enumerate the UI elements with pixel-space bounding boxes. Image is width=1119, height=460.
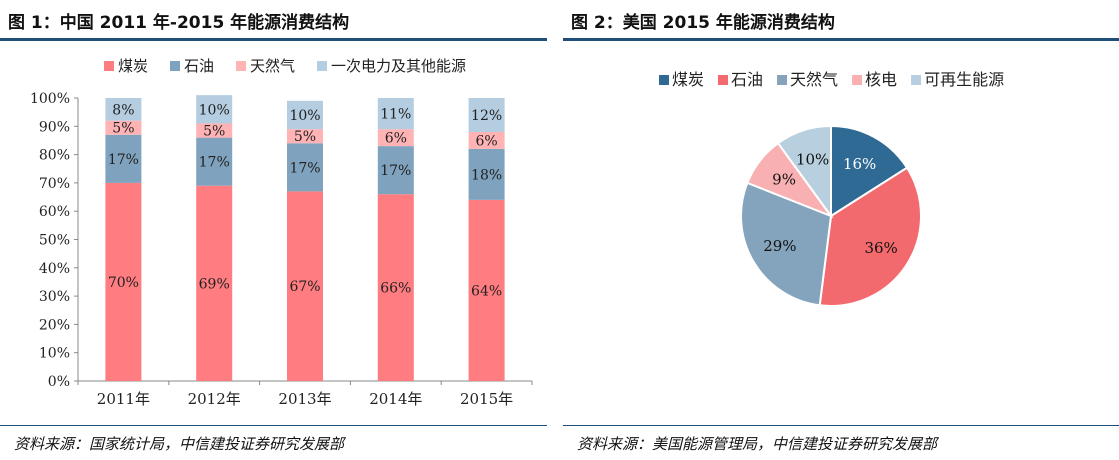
x-tick-label: 2015年 xyxy=(460,390,513,408)
bar-segment xyxy=(196,137,233,186)
bar-data-label: 10% xyxy=(199,102,230,118)
bar-data-label: 6% xyxy=(475,133,497,149)
bar-segment xyxy=(468,199,505,381)
legend-swatch-0 xyxy=(659,75,669,85)
y-tick-label: 30% xyxy=(39,289,70,305)
x-tick-label: 2012年 xyxy=(188,390,241,408)
legend-swatch-3 xyxy=(852,75,863,85)
y-tick-label: 0% xyxy=(48,374,70,390)
bar-segment xyxy=(196,123,233,138)
bar-data-label: 66% xyxy=(380,281,411,297)
legend: 煤炭 石油 天然气 一次电力及其他能源 xyxy=(104,57,466,75)
bar-segment xyxy=(287,191,323,381)
figure-1-bottom-rule xyxy=(0,425,547,426)
bar-data-label: 10% xyxy=(289,108,320,124)
legend-label-3: 核电 xyxy=(865,70,897,89)
figure-2-top-rule xyxy=(563,38,1119,41)
y-tick-label: 40% xyxy=(39,261,70,277)
pie-slice xyxy=(740,181,833,307)
legend-label-4: 可再生能源 xyxy=(924,70,1004,89)
bar-segment xyxy=(287,100,323,130)
bar-segment xyxy=(287,143,323,192)
bar-data-label: 69% xyxy=(199,276,230,292)
bar-data-label: 17% xyxy=(108,152,139,168)
y-tick-label: 60% xyxy=(39,204,70,220)
y-tick-label: 50% xyxy=(39,233,70,249)
pie-value-label: 16% xyxy=(843,155,876,173)
bar-data-label: 5% xyxy=(294,129,316,145)
bar-segment xyxy=(377,146,414,195)
legend-label-0: 煤炭 xyxy=(118,57,148,75)
bar-data-label: 70% xyxy=(108,275,139,291)
pie-slice xyxy=(830,124,909,218)
bar-segment xyxy=(105,134,142,183)
bar-segment xyxy=(196,185,233,381)
figure-1-panel: 图 1：中国 2011 年-2015 年能源消费结构 煤炭 石油 天然气 一次电力及其… xyxy=(0,0,547,460)
bar-segment xyxy=(468,98,505,132)
figure-2-bottom-rule xyxy=(563,425,1119,426)
figure-1-title: 图 1：中国 2011 年-2015 年能源消费结构 xyxy=(8,13,350,33)
legend-swatch-1 xyxy=(170,61,181,71)
legend-swatch-2 xyxy=(236,61,247,71)
y-tick-label: 70% xyxy=(39,176,70,192)
bar-segment xyxy=(105,182,142,381)
legend-label-1: 石油 xyxy=(731,70,763,89)
y-tick-label: 100% xyxy=(30,91,70,107)
bar-data-label: 5% xyxy=(112,121,134,137)
bar-segment xyxy=(105,98,142,121)
legend-label-3: 一次电力及其他能源 xyxy=(331,57,466,75)
legend-label-1: 石油 xyxy=(184,57,214,75)
pie-slice xyxy=(776,124,832,220)
bar-data-label: 18% xyxy=(471,167,502,183)
y-tick-label: 80% xyxy=(39,148,70,164)
legend-swatch-4 xyxy=(911,75,922,85)
legend-label-2: 天然气 xyxy=(250,57,295,75)
figure-2-title: 图 2：美国 2015 年能源消费结构 xyxy=(571,13,835,33)
y-tick-label: 90% xyxy=(39,119,70,135)
bar-data-label: 12% xyxy=(471,108,502,124)
legend-label-2: 天然气 xyxy=(790,70,838,89)
figure-2-panel: 图 2：美国 2015 年能源消费结构 煤炭 石油 天然气 核电 可再生能源 16% 36%… xyxy=(563,0,1119,460)
pie-value-label: 36% xyxy=(864,239,897,257)
bar-segment xyxy=(377,129,414,147)
bar-data-label: 8% xyxy=(112,102,134,118)
bar-segment xyxy=(468,131,505,149)
bar-segment xyxy=(105,120,142,135)
y-tick-label: 20% xyxy=(39,317,70,333)
figure-1-top-rule xyxy=(0,38,547,41)
bar-segment xyxy=(468,148,505,200)
bar-data-label: 11% xyxy=(380,107,411,123)
figure-2-source: 资料来源：美国能源管理局，中信建投证券研究发展部 xyxy=(577,435,938,453)
pie-value-label: 10% xyxy=(796,151,829,169)
y-tick-label: 10% xyxy=(39,346,70,362)
bar-data-label: 5% xyxy=(203,124,225,140)
bar-segment xyxy=(377,194,414,381)
bar-data-label: 6% xyxy=(385,131,407,147)
bar-segment xyxy=(377,98,414,130)
pie-value-label: 29% xyxy=(763,237,796,255)
x-tick-label: 2013年 xyxy=(278,390,331,408)
stacked-bar-chart: 煤炭 石油 天然气 一次电力及其他能源 0% 10% 20% 30% 40% 50% 60% 70% 8… xyxy=(30,57,533,408)
pie-value-label: 9% xyxy=(772,171,796,189)
legend-swatch-0 xyxy=(104,61,114,71)
bar-data-label: 17% xyxy=(380,163,411,179)
bar-segment xyxy=(287,129,323,144)
bar-data-label: 17% xyxy=(199,155,230,171)
bar-data-label: 17% xyxy=(289,160,320,176)
legend-swatch-1 xyxy=(718,75,729,85)
x-tick-label: 2014年 xyxy=(369,390,422,408)
legend-swatch-3 xyxy=(317,61,328,71)
legend-label-0: 煤炭 xyxy=(672,70,704,89)
pie-slice xyxy=(818,166,922,307)
x-tick-label: 2011年 xyxy=(97,390,150,408)
legend-swatch-2 xyxy=(777,75,788,85)
bar-data-label: 64% xyxy=(471,283,502,299)
bar-segment xyxy=(196,95,233,124)
figure-1-source: 资料来源：国家统计局，中信建投证券研究发展部 xyxy=(14,435,345,453)
pie-chart: 煤炭 石油 天然气 核电 可再生能源 16% 36% 29% 9%10% xyxy=(659,70,1004,307)
legend: 煤炭 石油 天然气 核电 可再生能源 xyxy=(659,70,1004,89)
bar-data-label: 67% xyxy=(289,279,320,295)
